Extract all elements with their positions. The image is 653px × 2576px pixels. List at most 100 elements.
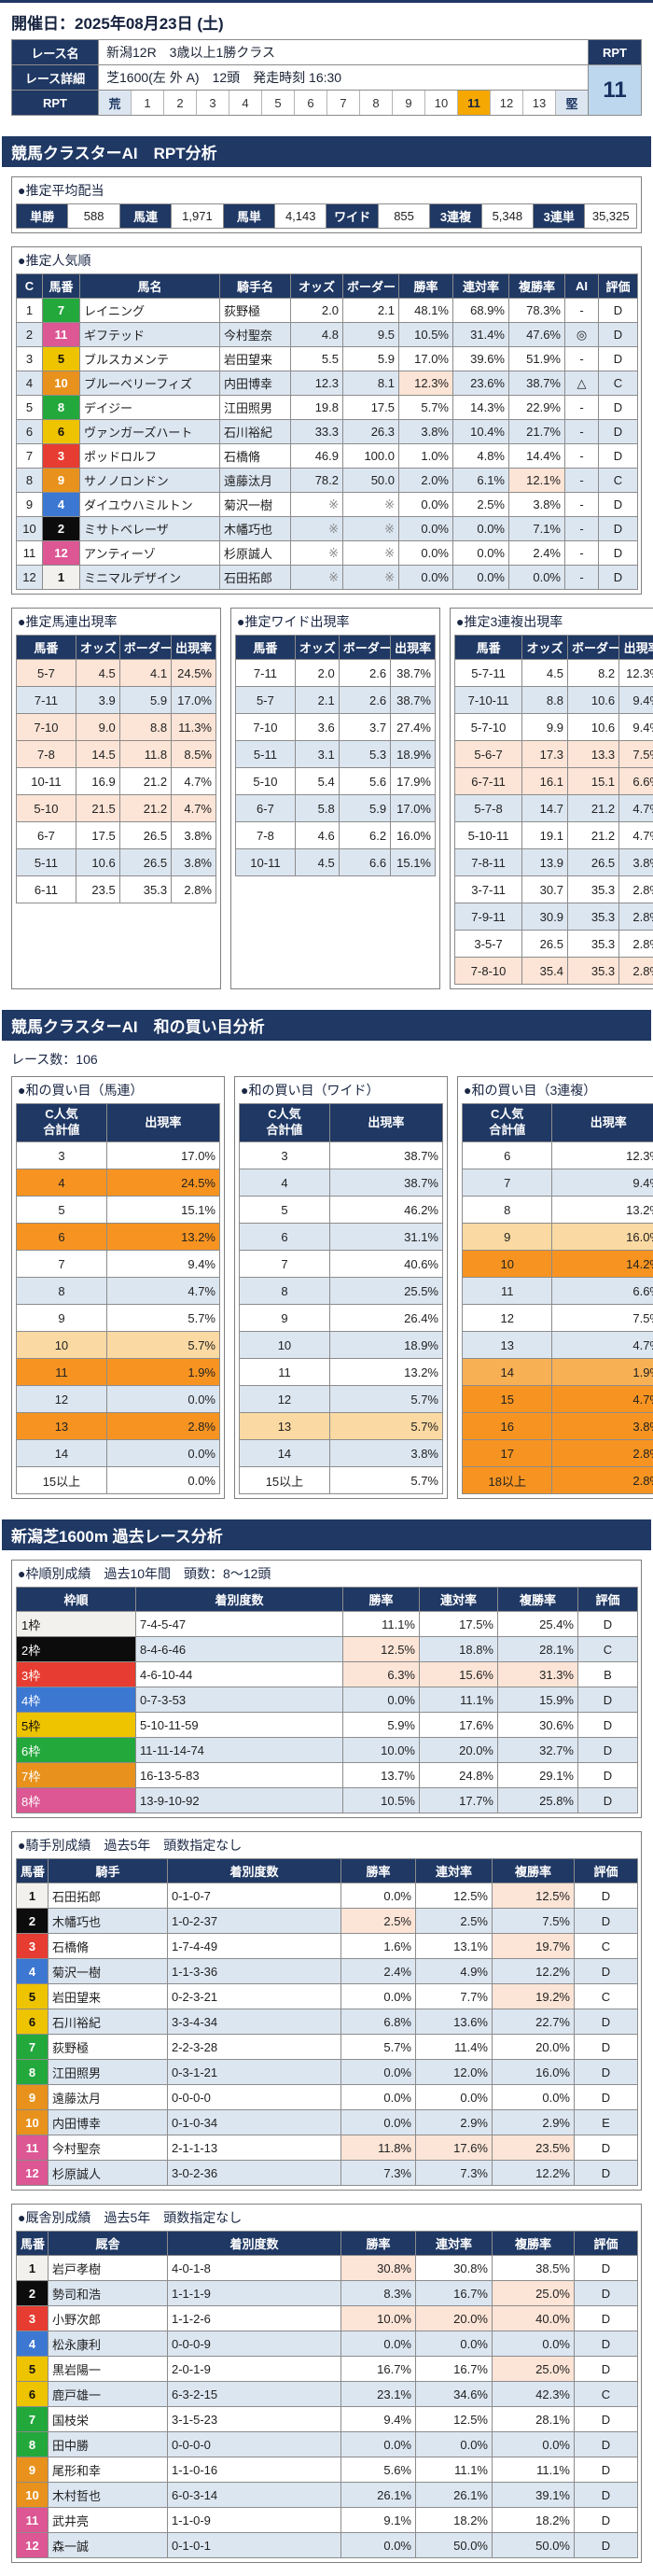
horse-name: ダイユウハミルトン [80, 493, 220, 517]
appearance-rate: 4.7% [552, 1332, 653, 1359]
combo-numbers: 7-8 [236, 822, 296, 849]
sum-row: 134.7% [463, 1332, 653, 1359]
column-header: 馬番 [43, 274, 80, 299]
horse-number-badge: 1 [17, 1883, 49, 1909]
jockey-name: 内田博幸 [49, 2110, 168, 2135]
rating-value: D [575, 1883, 638, 1909]
horse-number-badge: 12 [17, 2533, 49, 2558]
combo-numbers: 7-9-11 [455, 903, 522, 931]
horse-name: ブルスカメンテ [80, 347, 220, 371]
combo-odds: 5.8 [295, 795, 339, 822]
column-header: オッズ [291, 274, 343, 299]
combo-border: 26.5 [567, 849, 618, 876]
column-header: 出現率 [106, 1104, 219, 1142]
finish-record: 0-7-3-53 [136, 1687, 343, 1713]
appearance-rate: 14.2% [552, 1251, 653, 1278]
win-rate: 3.8% [399, 420, 453, 444]
ai-mark: - [565, 444, 599, 469]
combo-odds: 4.5 [522, 660, 568, 687]
win-rate: 10.0% [343, 1738, 420, 1763]
combo-odds: 21.5 [76, 795, 119, 822]
win-rate: 13.7% [343, 1763, 420, 1788]
sum-row: 813.2% [463, 1197, 653, 1224]
frame-number-badge: 5枠 [17, 1713, 136, 1738]
place2-rate: 6.1% [453, 469, 509, 493]
win-rate: 30.8% [341, 2256, 416, 2281]
place3-rate: 7.1% [509, 517, 565, 541]
rpt-scale-cell: 6 [295, 91, 327, 115]
place2-rate: 17.7% [420, 1788, 498, 1813]
horse-name: ポッドロルフ [80, 444, 220, 469]
rpt-scale-cell: 7 [327, 91, 360, 115]
column-header: C [17, 274, 43, 299]
place3-rate: 19.7% [493, 1934, 575, 1959]
horse-number-badge: 4 [17, 2331, 49, 2357]
pop-rank: 3 [17, 347, 43, 371]
stable-name: 黒岩陽一 [49, 2357, 168, 2382]
place2-rate: 2.5% [453, 493, 509, 517]
combo-numbers: 5-11 [236, 741, 296, 768]
combo-rate: 17.9% [391, 768, 436, 795]
appearance-rate: 16.0% [552, 1224, 653, 1251]
rating-value: D [599, 420, 638, 444]
sum-row: 141.9% [463, 1359, 653, 1386]
popularity-sum-value: 7 [17, 1251, 107, 1278]
payout-label: 3連複 [430, 204, 481, 229]
frame-number-badge: 8枠 [17, 1788, 136, 1813]
finish-record: 6-3-2-15 [168, 2382, 341, 2407]
sum-table-title: ●和の買い目（馬連） [16, 1077, 220, 1103]
rate-table-title: ●推定馬連出現率 [16, 609, 216, 635]
sum-row: 612.3% [463, 1142, 653, 1169]
popularity-sum-value: 13 [17, 1413, 107, 1440]
combo-odds: 17.3 [522, 741, 568, 768]
payout-label: 馬連 [119, 204, 171, 229]
rating-value: D [575, 2331, 638, 2357]
appearance-rate: 5.7% [329, 1386, 442, 1413]
place3-rate: 22.9% [509, 396, 565, 420]
horse-number-badge: 7 [17, 2035, 49, 2060]
rating-value: D [599, 493, 638, 517]
place3-rate: 40.0% [493, 2306, 575, 2331]
payout-label: 単勝 [17, 204, 68, 229]
horse-number-badge: 9 [43, 469, 80, 493]
appearance-rate: 18.9% [329, 1332, 442, 1359]
appearance-rate: 2.8% [106, 1413, 219, 1440]
combo-border: 10.6 [567, 687, 618, 714]
event-date: 開催日：2025年08月23日 (土) [11, 10, 642, 34]
place2-rate: 39.6% [453, 347, 509, 371]
combo-odds: 4.6 [295, 822, 339, 849]
popularity-sum-value: 8 [17, 1278, 107, 1305]
rating-value: D [575, 2457, 638, 2483]
rate-row: 5-7-109.910.69.4% [455, 714, 653, 741]
appearance-rate: 15.1% [106, 1197, 219, 1224]
sum-row: 163.8% [463, 1413, 653, 1440]
stable-name: 小野次郎 [49, 2306, 168, 2331]
rate-table-title: ●推定ワイド出現率 [235, 609, 436, 635]
place3-rate: 11.1% [493, 2457, 575, 2483]
pop-rank: 11 [17, 541, 43, 566]
payout-value: 5,348 [481, 204, 533, 229]
combo-odds: 17.5 [76, 822, 119, 849]
win-rate: 5.6% [341, 2457, 416, 2483]
combo-numbers: 5-10-11 [455, 822, 522, 849]
combo-odds: 26.5 [522, 931, 568, 958]
